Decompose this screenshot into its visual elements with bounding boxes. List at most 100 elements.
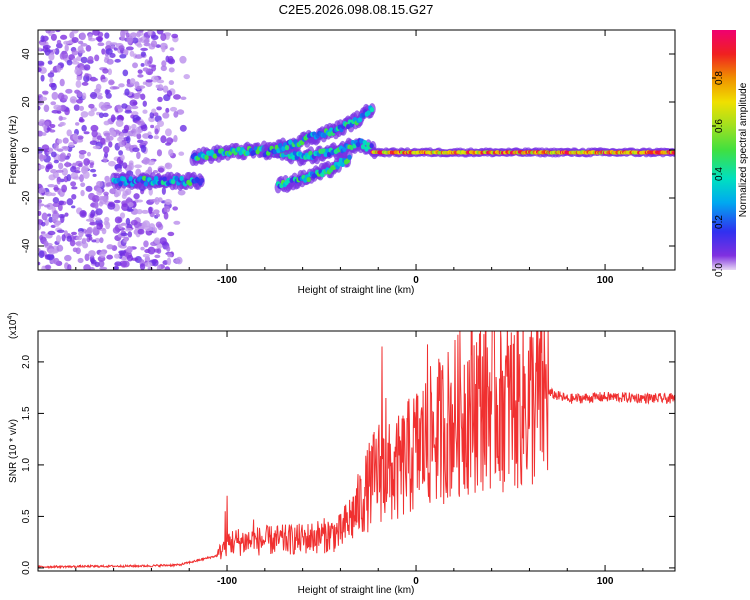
noise-speck [80,56,88,64]
noise-speck [61,234,66,242]
chart-title: C2E5.2026.098.08.15.G27 [279,2,434,17]
noise-speck [88,236,93,241]
noise-speck [72,133,79,141]
noise-speck [140,246,145,251]
noise-speck [51,91,59,100]
noise-speck [130,219,138,226]
noise-speck [104,175,110,182]
track-core [174,175,179,182]
noise-speck [162,85,169,93]
noise-speck [69,31,75,39]
noise-speck [137,74,144,78]
noise-speck [100,104,109,111]
noise-speck [45,30,51,34]
noise-speck [56,110,62,114]
noise-speck [50,151,57,158]
noise-speck [116,168,123,173]
noise-speck [83,131,90,135]
noise-speck [102,68,109,74]
snr-y-label: SNR (10 * v/v) [8,419,19,483]
track-core [199,177,205,184]
noise-speck [71,186,78,190]
noise-speck [76,98,83,104]
noise-speck [119,54,127,59]
noise-speck [50,33,57,41]
noise-speck [80,43,88,47]
noise-speck [82,92,87,100]
noise-speck [88,250,96,257]
noise-speck [141,124,148,132]
noise-speck [123,49,129,55]
snr-y-ticks: 0.0 0.5 1.0 1.5 2.0 [21,355,675,575]
spectrogram-y-label: Frequency (Hz) [8,116,19,185]
x-tick-label: 0 [413,576,419,587]
y-tick-label: 2.0 [21,355,32,369]
noise-speck [126,245,133,253]
noise-speck [136,199,143,203]
noise-speck [105,48,113,55]
spectrogram-y-ticks: -40 -20 0 20 40 [21,48,675,253]
noise-speck [38,198,43,204]
noise-speck [41,155,47,160]
noise-speck [117,141,125,148]
noise-speck [77,45,84,54]
noise-speck [47,60,53,65]
noise-speck [54,222,60,227]
noise-speck [45,191,53,197]
noise-speck [118,45,125,51]
noise-speck [109,188,117,195]
noise-speck [100,137,106,145]
noise-speck [154,254,161,259]
noise-speck [38,248,41,252]
noise-speck [132,132,138,137]
noise-speck [157,96,163,103]
snr-panel: -100 0 100 0.0 0.5 1.0 1.5 2.0 Height of strai… [7,312,676,596]
noise-speck [38,105,41,111]
noise-speck [165,128,172,137]
noise-speck [56,177,61,185]
noise-speck [128,162,134,171]
noise-speck [121,260,130,268]
track-core [359,138,364,144]
noise-speck [81,81,89,86]
spectrogram-panel: -100 0 100 -40 -20 0 20 40 Height of straight … [8,29,676,296]
noise-speck [78,162,83,168]
noise-speck [90,91,98,100]
noise-speck [103,152,109,158]
snr-x-label: Height of straight line (km) [298,585,415,596]
noise-speck [140,144,147,153]
noise-speck [84,73,89,77]
noise-speck [91,239,97,243]
noise-speck [132,62,138,69]
noise-speck [53,257,60,265]
noise-speck [141,209,149,214]
noise-speck [47,230,56,236]
noise-speck [57,92,65,101]
noise-speck [147,159,156,166]
noise-speck [66,198,74,206]
noise-speck [132,114,140,122]
noise-speck [81,124,87,132]
noise-speck [71,36,79,43]
noise-speck [41,212,48,221]
noise-speck [109,42,118,46]
noise-speck [166,257,172,266]
track-core [355,142,361,148]
noise-speck [148,134,154,139]
noise-speck [99,251,106,258]
noise-speck [39,42,47,46]
y-tick-label: 40 [21,48,32,60]
noise-speck [134,164,142,169]
noise-speck [55,234,62,243]
colorbar-ticks: 0.0 0.2 0.4 0.6 0.8 [712,71,725,277]
noise-speck [142,67,149,72]
noise-speck [164,198,172,205]
noise-speck [67,264,72,270]
noise-speck [75,166,81,171]
noise-speck [101,48,106,55]
noise-speck [136,31,141,38]
noise-speck [142,133,151,139]
noise-speck [50,101,57,106]
noise-speck [147,30,153,36]
noise-speck [125,217,131,226]
